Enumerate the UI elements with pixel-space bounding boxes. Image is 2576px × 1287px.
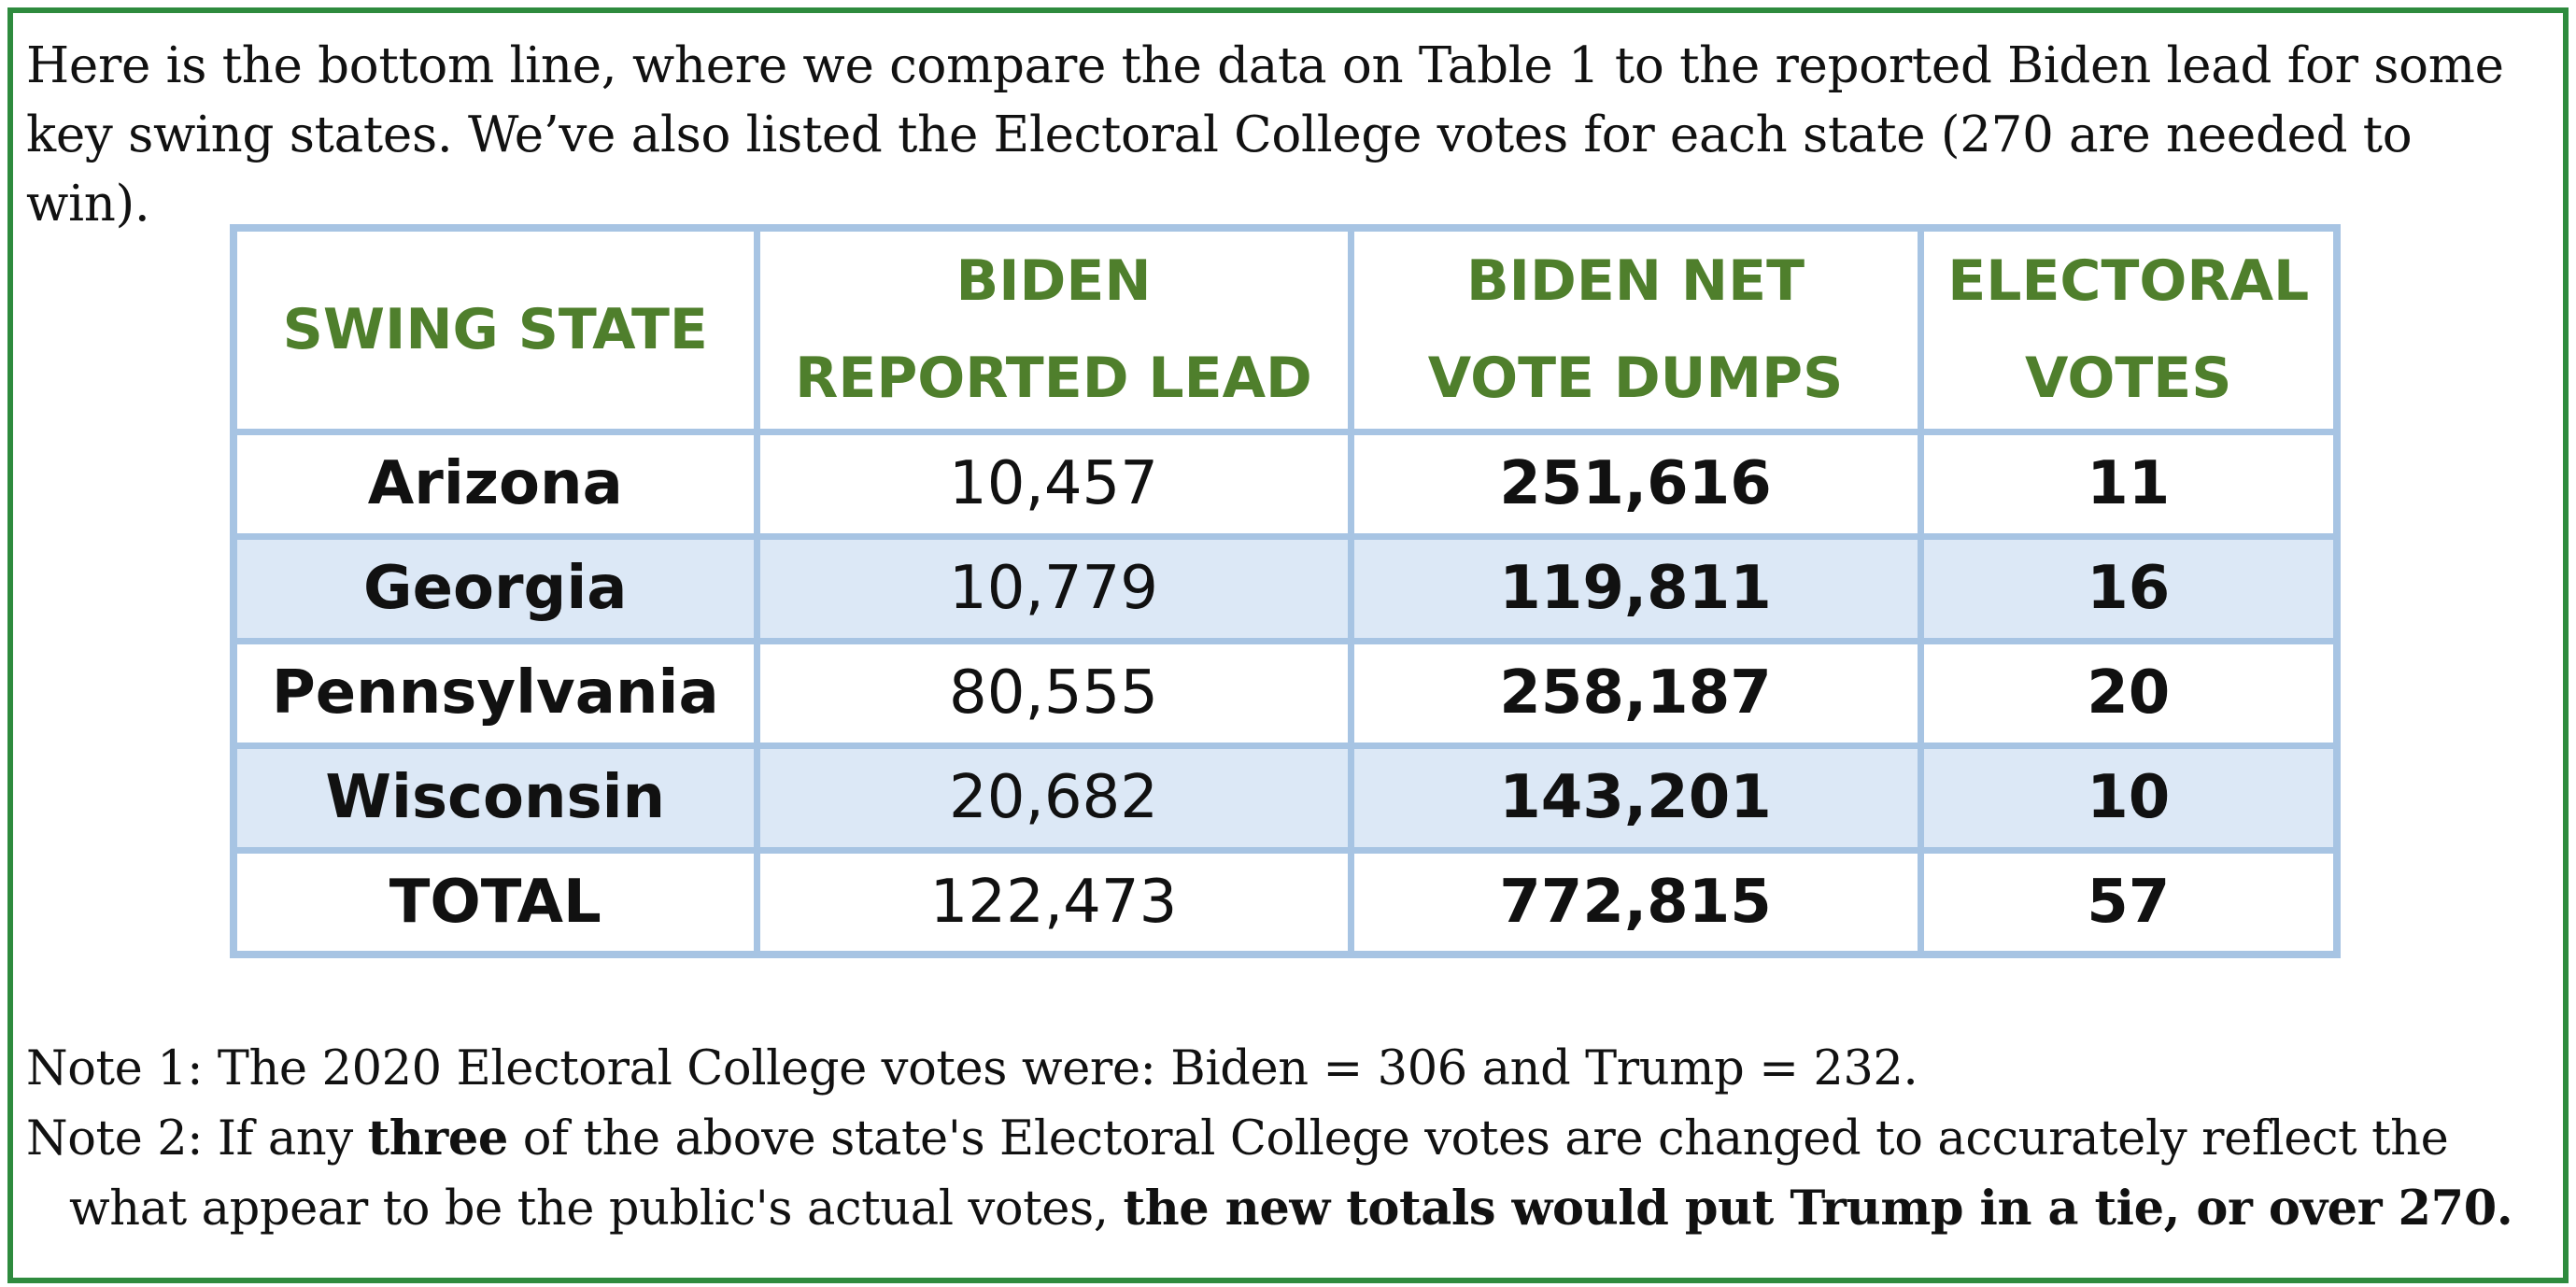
header-biden-reported-lead: BIDEN REPORTED LEAD bbox=[753, 224, 1354, 435]
header-biden-net-vote-dumps: BIDEN NET VOTE DUMPS bbox=[1347, 224, 1924, 435]
header-electoral-votes: ELECTORAL VOTES bbox=[1917, 224, 2341, 435]
lead-cell: 10,779 bbox=[753, 532, 1354, 644]
state-cell: Pennsylvania bbox=[230, 637, 760, 749]
total-lead-cell: 122,473 bbox=[753, 846, 1354, 958]
electoral-votes-cell: 10 bbox=[1917, 742, 2341, 854]
note-2-line-1: Note 2: If any three of the above state'… bbox=[26, 1110, 2449, 1167]
table-row: Wisconsin 20,682 143,201 10 bbox=[230, 742, 2341, 854]
dumps-cell: 258,187 bbox=[1347, 637, 1924, 749]
dumps-cell: 119,811 bbox=[1347, 532, 1924, 644]
intro-line-1: Here is the bottom line, where we compar… bbox=[26, 37, 2504, 94]
lead-cell: 80,555 bbox=[753, 637, 1354, 749]
note-2-emphasis-three: three bbox=[367, 1110, 509, 1167]
dumps-cell: 251,616 bbox=[1347, 428, 1924, 540]
note-1: Note 1: The 2020 Electoral College votes… bbox=[26, 1041, 1918, 1096]
document-frame bbox=[7, 7, 2569, 1283]
table-row: Arizona 10,457 251,616 11 bbox=[230, 428, 2341, 540]
table-row: Pennsylvania 80,555 258,187 20 bbox=[230, 637, 2341, 749]
lead-cell: 20,682 bbox=[753, 742, 1354, 854]
electoral-votes-cell: 20 bbox=[1917, 637, 2341, 749]
total-dumps-cell: 772,815 bbox=[1347, 846, 1924, 958]
table-total-row: TOTAL 122,473 772,815 57 bbox=[230, 846, 2341, 958]
note-2-line-2: what appear to be the public's actual vo… bbox=[69, 1181, 2513, 1237]
total-electoral-votes-cell: 57 bbox=[1917, 846, 2341, 958]
table-row: Georgia 10,779 119,811 16 bbox=[230, 532, 2341, 644]
state-cell: Wisconsin bbox=[230, 742, 760, 854]
intro-paragraph: Here is the bottom line, where we compar… bbox=[26, 32, 2548, 239]
state-cell: Arizona bbox=[230, 428, 760, 540]
electoral-votes-cell: 11 bbox=[1917, 428, 2341, 540]
header-swing-state: SWING STATE bbox=[230, 224, 760, 435]
dumps-cell: 143,201 bbox=[1347, 742, 1924, 854]
intro-line-2: key swing states. We’ve also listed the … bbox=[26, 106, 2413, 233]
total-label-cell: TOTAL bbox=[230, 846, 760, 958]
table-header-row: SWING STATE BIDEN REPORTED LEAD BIDEN NE… bbox=[230, 224, 2341, 435]
electoral-votes-cell: 16 bbox=[1917, 532, 2341, 644]
swing-state-table: SWING STATE BIDEN REPORTED LEAD BIDEN NE… bbox=[230, 224, 2341, 958]
state-cell: Georgia bbox=[230, 532, 760, 644]
note-2-emphasis-conclusion: the new totals would put Trump in a tie,… bbox=[1123, 1181, 2513, 1237]
notes-section: Note 1: The 2020 Electoral College votes… bbox=[26, 1035, 2548, 1244]
lead-cell: 10,457 bbox=[753, 428, 1354, 540]
